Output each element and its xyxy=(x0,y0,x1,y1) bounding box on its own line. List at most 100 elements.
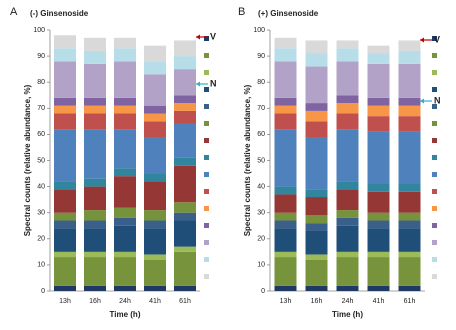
bar-segment xyxy=(114,97,136,106)
legend-swatch xyxy=(432,172,437,177)
bar-segment xyxy=(398,191,421,213)
bar-segment xyxy=(174,69,196,96)
bar-segment xyxy=(274,212,297,221)
bar-segment xyxy=(367,285,390,291)
bar-segment xyxy=(398,40,421,51)
bar-segment xyxy=(305,230,328,255)
bar-segment xyxy=(54,257,76,286)
x-tick-label: 13h xyxy=(280,298,292,305)
bar-segment xyxy=(84,50,106,64)
legend-swatch xyxy=(432,104,437,109)
bar-segment xyxy=(336,217,359,226)
annotation: N xyxy=(434,95,441,105)
bar-segment xyxy=(114,251,136,258)
bar-segment xyxy=(367,212,390,221)
bar-segment xyxy=(336,225,359,252)
y-tick-label: 30 xyxy=(37,210,45,217)
bar-segment xyxy=(305,110,328,122)
bar-segment xyxy=(144,113,166,122)
bar-segment xyxy=(174,202,196,213)
bar-segment xyxy=(336,189,359,211)
y-tick-label: 10 xyxy=(257,262,265,269)
bar-segment xyxy=(114,257,136,286)
y-tick-label: 60 xyxy=(37,131,45,138)
bar-segment xyxy=(144,137,166,174)
legend-swatch xyxy=(204,104,209,109)
bar-segment xyxy=(305,40,328,54)
annotation: V xyxy=(434,34,440,44)
legend-swatch xyxy=(204,206,209,211)
bar-segment xyxy=(84,210,106,221)
bar-segment xyxy=(144,181,166,211)
annotation-arrowhead xyxy=(196,81,200,87)
bar-segment xyxy=(398,131,421,184)
bar-segment xyxy=(174,165,196,203)
y-tick-label: 30 xyxy=(257,210,265,217)
legend-swatch xyxy=(432,257,437,262)
bar-segment xyxy=(336,257,359,286)
x-tick-label: 61h xyxy=(404,298,416,305)
bar-segment xyxy=(336,251,359,258)
bar-segment xyxy=(114,37,136,49)
legend-swatch xyxy=(432,53,437,58)
bar-segment xyxy=(398,228,421,252)
bar-segment xyxy=(305,215,328,224)
bar-segment xyxy=(398,183,421,192)
annotation-arrowhead xyxy=(420,98,424,104)
bar-segment xyxy=(114,113,136,130)
bar-segment xyxy=(144,228,166,255)
bar-segment xyxy=(274,228,297,252)
legend-swatch xyxy=(432,36,437,41)
bar-segment xyxy=(398,212,421,221)
panel-title: (+) Ginsenoside xyxy=(258,9,319,18)
bar-segment xyxy=(305,285,328,291)
bar-segment xyxy=(84,251,106,258)
bar-segment xyxy=(54,48,76,62)
legend-swatch xyxy=(204,138,209,143)
bar-segment xyxy=(84,129,106,179)
bar-segment xyxy=(174,95,196,104)
bar-segment xyxy=(398,257,421,286)
legend-swatch xyxy=(204,36,209,41)
x-tick-label: 13h xyxy=(59,298,71,305)
bar-segment xyxy=(398,251,421,258)
panel-label: B xyxy=(238,6,245,18)
bar-segment xyxy=(84,37,106,51)
bar-segment xyxy=(305,223,328,231)
y-tick-label: 50 xyxy=(257,157,265,164)
bar-segment xyxy=(336,285,359,291)
bar-segment xyxy=(398,63,421,98)
legend-swatch xyxy=(204,53,209,58)
bar-segment xyxy=(84,105,106,114)
bar-segment xyxy=(174,220,196,247)
bar-segment xyxy=(274,61,297,98)
bar-segment xyxy=(367,183,390,192)
bar-segment xyxy=(367,63,390,98)
legend-swatch xyxy=(432,240,437,245)
y-tick-label: 80 xyxy=(37,79,45,86)
y-tick-label: 90 xyxy=(37,53,45,60)
bar-segment xyxy=(144,254,166,260)
y-tick-label: 0 xyxy=(261,288,265,295)
bar-segment xyxy=(398,50,421,64)
bar-segment xyxy=(305,53,328,67)
bar-segment xyxy=(54,189,76,213)
bar-segment xyxy=(54,129,76,182)
bar-segment xyxy=(336,181,359,190)
y-tick-label: 100 xyxy=(253,27,265,34)
bar-segment xyxy=(305,197,328,216)
bar-segment xyxy=(54,61,76,98)
y-axis-label: Spectral counts (relative abundance, %) xyxy=(243,84,252,236)
bar-segment xyxy=(274,105,297,114)
x-axis-label: Time (h) xyxy=(110,310,141,319)
bar-segment xyxy=(274,37,297,49)
bar-segment xyxy=(144,210,166,221)
bar-segment xyxy=(54,105,76,114)
bar-segment xyxy=(84,285,106,291)
bar-segment xyxy=(114,207,136,218)
bar-segment xyxy=(54,212,76,221)
bar-segment xyxy=(114,48,136,62)
bar-segment xyxy=(274,48,297,62)
annotation: V xyxy=(210,31,216,41)
bar-segment xyxy=(336,61,359,96)
